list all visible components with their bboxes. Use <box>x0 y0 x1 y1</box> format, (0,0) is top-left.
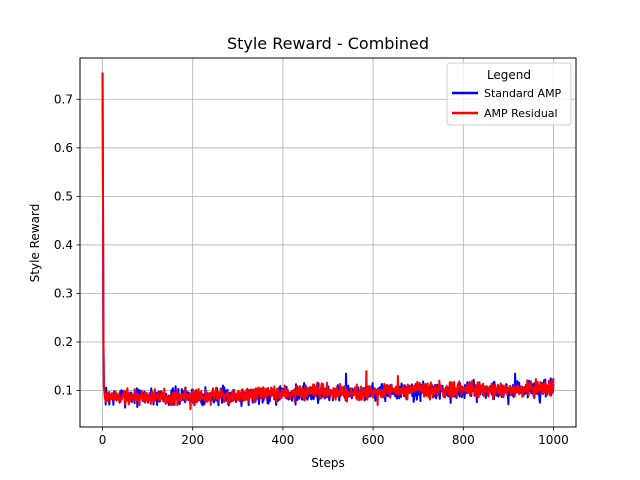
legend: Legend Standard AMP AMP Residual <box>446 62 572 126</box>
y-tick-label: 0.4 <box>54 238 73 252</box>
y-tick-label: 0.2 <box>54 335 73 349</box>
x-axis-label: Steps <box>311 456 345 470</box>
x-tick-label: 1000 <box>538 433 569 447</box>
y-tick-label: 0.7 <box>54 92 73 106</box>
series-layer <box>101 72 555 411</box>
grid <box>80 58 576 427</box>
legend-label-standard-amp: Standard AMP <box>484 87 562 100</box>
y-axis-label: Style Reward <box>28 204 42 283</box>
y-tick-label: 0.3 <box>54 286 73 300</box>
legend-box <box>446 62 572 126</box>
x-tick-label: 600 <box>362 433 385 447</box>
chart-title: Style Reward - Combined <box>227 34 429 53</box>
plot-frame <box>79 57 577 428</box>
legend-label-amp-residual: AMP Residual <box>484 107 558 120</box>
ticks: 0 200 400 600 800 1000 0.1 0.2 0.3 0.4 0.5 0.6 0.7 <box>54 92 569 447</box>
y-tick-label: 0.5 <box>54 189 73 203</box>
x-tick-label: 200 <box>181 433 204 447</box>
series-line-amp-residual <box>101 72 555 411</box>
y-tick-label: 0.6 <box>54 141 73 155</box>
x-tick-label: 800 <box>452 433 475 447</box>
legend-title: Legend <box>487 68 531 82</box>
y-tick-label: 0.1 <box>54 384 73 398</box>
x-tick-label: 400 <box>271 433 294 447</box>
x-tick-label: 0 <box>99 433 107 447</box>
